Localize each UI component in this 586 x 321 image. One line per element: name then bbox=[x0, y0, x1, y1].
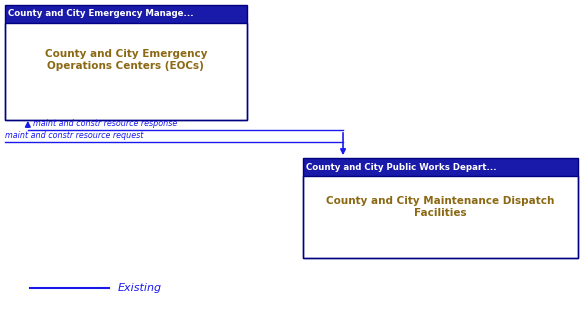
Text: County and City Maintenance Dispatch
Facilities: County and City Maintenance Dispatch Fac… bbox=[326, 196, 554, 218]
Text: County and City Emergency
Operations Centers (EOCs): County and City Emergency Operations Cen… bbox=[45, 49, 207, 71]
Text: maint and constr resource request: maint and constr resource request bbox=[5, 131, 144, 140]
Bar bbox=[303, 158, 578, 258]
Bar bbox=[5, 5, 247, 23]
Text: Existing: Existing bbox=[117, 283, 162, 293]
Bar bbox=[5, 5, 247, 120]
Text: County and City Public Works Depart...: County and City Public Works Depart... bbox=[306, 162, 497, 171]
Text: County and City Emergency Manage...: County and City Emergency Manage... bbox=[8, 10, 193, 19]
Bar bbox=[303, 158, 578, 176]
Text: maint and constr resource response: maint and constr resource response bbox=[33, 119, 177, 128]
Bar bbox=[303, 176, 578, 258]
Bar bbox=[5, 23, 247, 120]
